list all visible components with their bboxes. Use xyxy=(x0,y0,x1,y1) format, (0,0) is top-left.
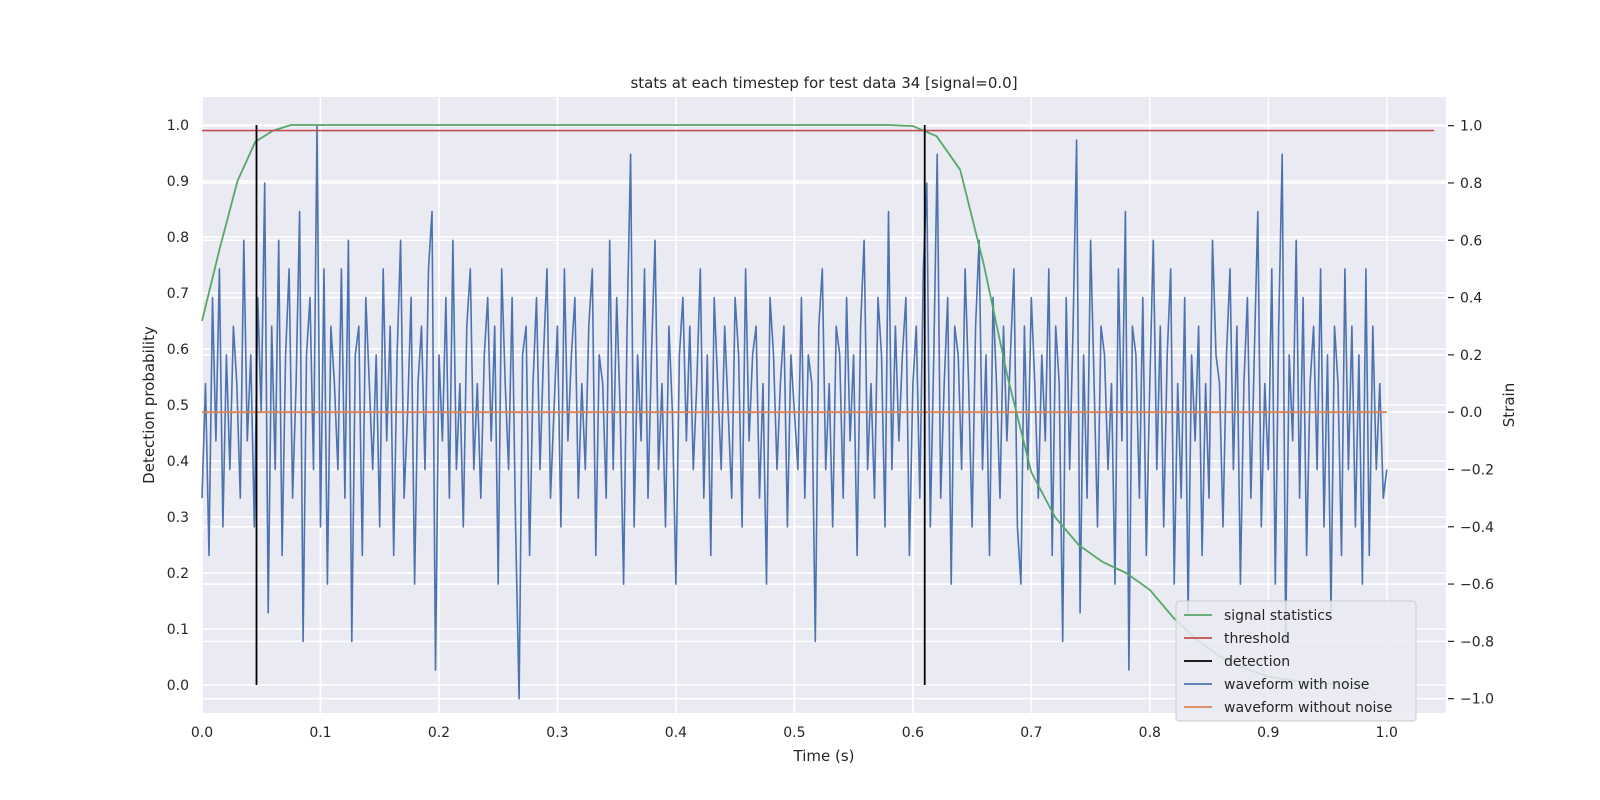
y-left-tick-label: 0.8 xyxy=(167,230,189,246)
x-tick-label: 0.1 xyxy=(309,725,331,741)
x-tick-label: 0.8 xyxy=(1139,725,1161,741)
y-left-tick-label: 0.1 xyxy=(167,622,189,638)
y-right-tick-label: −0.8 xyxy=(1460,634,1494,650)
x-tick-label: 0.6 xyxy=(902,725,924,741)
y-right-tick-label: 0.2 xyxy=(1460,348,1482,364)
y-left-tick-label: 1.0 xyxy=(167,118,189,134)
y-axis-right-label: Strain xyxy=(1500,383,1518,427)
y-axis-left-label: Detection probability xyxy=(140,326,158,484)
y-left-tick-label: 0.3 xyxy=(167,510,189,526)
chart-title: stats at each timestep for test data 34 … xyxy=(630,74,1017,92)
x-tick-label: 0.4 xyxy=(665,725,687,741)
x-tick-label: 0.5 xyxy=(783,725,805,741)
y-left-tick-label: 0.7 xyxy=(167,286,189,302)
legend-entry: signal statistics xyxy=(1224,608,1332,624)
y-right-tick-label: 0.4 xyxy=(1460,291,1482,307)
legend-box xyxy=(1175,600,1417,722)
y-right-tick-label: −0.4 xyxy=(1460,520,1494,536)
y-left-tick-label: 0.4 xyxy=(167,454,189,470)
y-axis-left-ticks: 0.0 0.1 0.2 0.3 0.4 0.5 0.6 0.7 0.8 0.9 1.0 xyxy=(167,118,189,694)
legend-entry: threshold xyxy=(1224,631,1290,647)
legend-entry: waveform with noise xyxy=(1224,677,1369,693)
y-right-tick-label: 1.0 xyxy=(1460,119,1482,135)
legend-entry: waveform without noise xyxy=(1224,700,1392,716)
y-left-tick-label: 0.6 xyxy=(167,342,189,358)
x-tick-label: 0.3 xyxy=(546,725,568,741)
x-axis-label: Time (s) xyxy=(793,747,855,765)
legend-entry: detection xyxy=(1224,654,1290,670)
legend: signal statistics threshold detection wavef… xyxy=(1175,600,1417,722)
y-right-tick-label: −0.2 xyxy=(1460,462,1494,478)
y-right-tick-label: 0.0 xyxy=(1460,405,1482,421)
y-left-tick-label: 0.5 xyxy=(167,398,189,414)
y-right-tick-label: −1.0 xyxy=(1460,692,1494,708)
y-right-tick-label: 0.8 xyxy=(1460,176,1482,192)
x-tick-label: 0.0 xyxy=(191,725,213,741)
y-left-tick-label: 0.0 xyxy=(167,678,189,694)
x-tick-label: 0.9 xyxy=(1257,725,1279,741)
x-tick-label: 0.2 xyxy=(428,725,450,741)
x-axis-ticks: 0.0 0.1 0.2 0.3 0.4 0.5 0.6 0.7 0.8 0.9 1.0 xyxy=(191,725,1398,741)
y-left-tick-label: 0.9 xyxy=(167,174,189,190)
x-tick-label: 0.7 xyxy=(1020,725,1042,741)
y-left-tick-label: 0.2 xyxy=(167,566,189,582)
x-tick-label: 1.0 xyxy=(1376,725,1398,741)
y-right-tick-label: −0.6 xyxy=(1460,577,1494,593)
y-right-tick-label: 0.6 xyxy=(1460,233,1482,249)
y-axis-right-ticks: −1.0 −0.8 −0.6 −0.4 −0.2 0.0 0.2 0.4 0.6 0.8 1.0 xyxy=(1448,119,1494,708)
